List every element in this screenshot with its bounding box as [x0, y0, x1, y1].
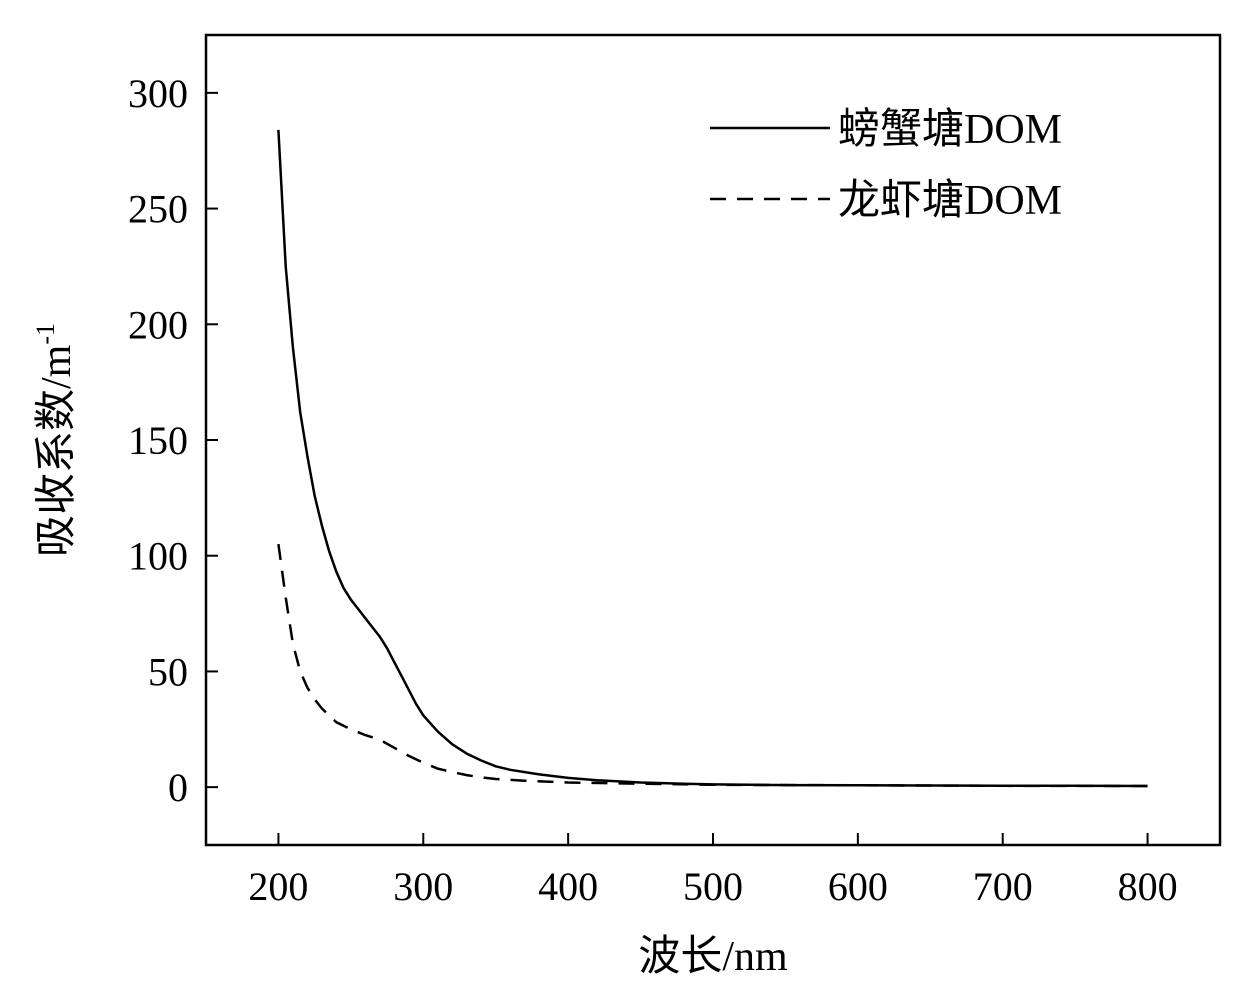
y-tick-label: 300	[128, 71, 188, 116]
x-tick-label: 400	[538, 864, 598, 909]
x-tick-label: 300	[393, 864, 453, 909]
y-tick-label: 50	[148, 649, 188, 694]
x-tick-label: 500	[683, 864, 743, 909]
plot-frame	[204, 33, 1222, 847]
y-tick-label: 100	[128, 534, 188, 579]
x-tick-label: 200	[248, 864, 308, 909]
legend: 螃蟹塘DOM 龙虾塘DOM	[710, 106, 1062, 224]
x-tick-label: 700	[973, 864, 1033, 909]
y-tick-label: 0	[168, 765, 188, 810]
series-line-0	[277, 129, 1148, 788]
y-axis: 0 50 100 150 200 250 300	[128, 71, 218, 810]
y-axis-title: 吸收系数/m-1	[31, 323, 80, 557]
y-tick-label: 200	[128, 302, 188, 347]
legend-label-1: 龙虾塘DOM	[838, 177, 1062, 224]
x-axis: 200 300 400 500 600 700 800	[248, 833, 1178, 909]
x-tick-label: 800	[1118, 864, 1178, 909]
x-axis-title: 波长/nm	[638, 934, 788, 980]
legend-label-0: 螃蟹塘DOM	[838, 106, 1062, 153]
y-tick-label: 250	[128, 187, 188, 232]
y-tick-label: 150	[128, 418, 188, 463]
y-axis-title-main: 吸收系数/m	[34, 344, 80, 557]
y-axis-title-superscript: -1	[31, 323, 60, 345]
series-layer	[277, 129, 1148, 788]
x-tick-label: 600	[828, 864, 888, 909]
series-line-1	[277, 543, 1148, 788]
